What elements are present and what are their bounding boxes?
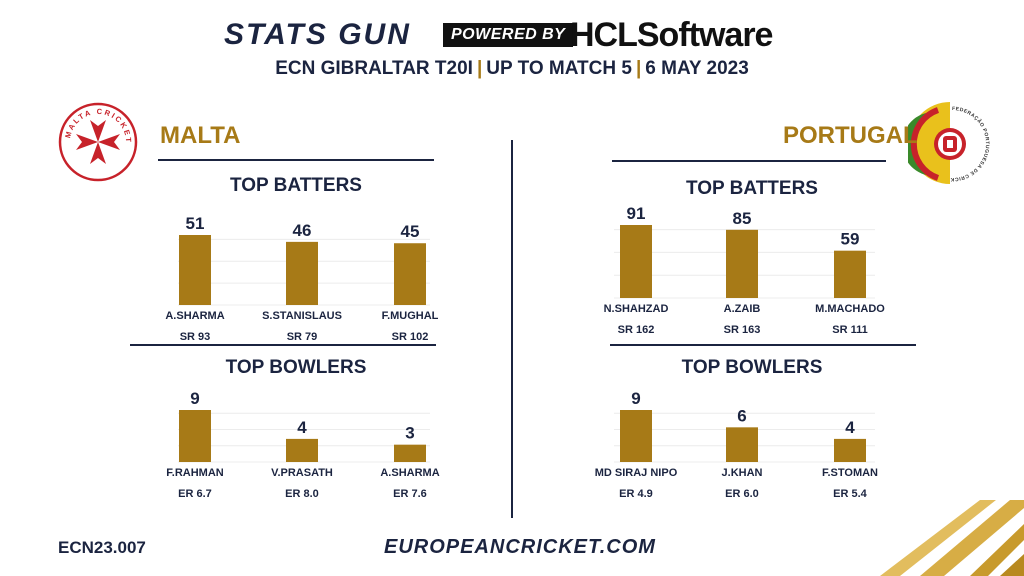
- player-name-label: V.PRASATH: [271, 467, 333, 479]
- player-stat-label: SR 162: [618, 324, 655, 336]
- subtitle-separator: |: [635, 58, 642, 79]
- bar: [620, 410, 652, 462]
- player-name-label: J.KHAN: [722, 467, 763, 479]
- bar-value-label: 4: [845, 418, 855, 437]
- player-stat-label: ER 5.4: [833, 488, 868, 500]
- divider-line: [130, 344, 436, 346]
- bar-value-label: 3: [405, 424, 414, 443]
- player-name-label: A.SHARMA: [165, 310, 224, 322]
- footer-code: ECN23.007: [58, 538, 146, 557]
- player-name-label: N.SHAHZAD: [604, 303, 669, 315]
- brand-header: STATS GUN POWERED BY HCLSoftware: [0, 16, 1024, 56]
- bar: [726, 427, 758, 462]
- section-title-portugal-batters: TOP BATTERS: [686, 178, 818, 199]
- player-stat-label: ER 7.6: [393, 488, 427, 500]
- player-name-label: A.SHARMA: [380, 467, 439, 479]
- bar-value-label: 59: [841, 230, 860, 249]
- bar-value-label: 91: [627, 205, 646, 223]
- section-title-malta-bowlers: TOP BOWLERS: [225, 357, 367, 378]
- player-stat-label: SR 102: [392, 331, 429, 343]
- player-stat-label: ER 4.9: [619, 488, 653, 500]
- decorative-stripes: [880, 500, 1024, 576]
- malta-logo: MALTA CRICKET: [58, 102, 138, 182]
- divider-line: [612, 160, 886, 162]
- bar-value-label: 9: [190, 389, 199, 408]
- player-name-label: S.STANISLAUS: [262, 310, 342, 322]
- bar-value-label: 46: [293, 221, 312, 240]
- subtitle-stage: UP TO MATCH 5: [486, 58, 632, 79]
- subtitle-tournament: ECN GIBRALTAR T20I: [275, 58, 473, 79]
- section-title-portugal-bowlers: TOP BOWLERS: [681, 357, 823, 378]
- player-name-label: F.MUGHAL: [382, 310, 439, 322]
- bar: [834, 250, 866, 298]
- bar: [620, 225, 652, 298]
- bar: [179, 235, 211, 305]
- subtitle-date: 6 MAY 2023: [645, 58, 749, 79]
- subtitle: ECN GIBRALTAR T20I | UP TO MATCH 5 | 6 MAY 2…: [0, 58, 1024, 80]
- chart-malta-bowlers: 9 F.RAHMAN ER 6.7 4 V.PRASATH ER 8.0 3 A.SHARMA…: [166, 389, 439, 500]
- subtitle-separator: |: [476, 58, 483, 79]
- footer-url: EUROPEANCRICKET.COM: [384, 536, 656, 558]
- portugal-logo: FEDERAÇÃO PORTUGUESA DE CRICKET: [908, 98, 991, 184]
- player-stat-label: SR 111: [832, 324, 867, 336]
- bar: [179, 410, 211, 462]
- player-stat-label: ER 6.0: [725, 488, 759, 500]
- player-name-label: F.RAHMAN: [166, 467, 223, 479]
- team-name-malta: MALTA: [160, 122, 241, 149]
- player-stat-label: SR 79: [287, 331, 318, 343]
- bar: [286, 438, 318, 462]
- powered-by-badge: POWERED BY: [443, 23, 574, 47]
- bar: [726, 229, 758, 298]
- chart-malta-batters: 51 A.SHARMA SR 93 46 S.STANISLAUS SR 79 45 F.MU…: [165, 214, 439, 343]
- sponsor-logo: HCLSoftware: [570, 16, 773, 54]
- bar: [286, 241, 318, 305]
- bar: [394, 243, 426, 305]
- player-stat-label: ER 8.0: [285, 488, 319, 500]
- divider-line: [158, 159, 434, 161]
- bar-value-label: 85: [733, 209, 752, 228]
- team-name-portugal: PORTUGAL: [783, 122, 918, 149]
- divider-line: [610, 344, 916, 346]
- player-name-label: M.MACHADO: [815, 303, 885, 315]
- maltese-cross-icon: [76, 120, 120, 164]
- player-stat-label: SR 93: [180, 331, 211, 343]
- bar: [834, 438, 866, 462]
- player-stat-label: ER 6.7: [178, 488, 212, 500]
- brand-title: STATS GUN: [224, 18, 411, 51]
- bar-value-label: 4: [297, 418, 307, 437]
- bar-value-label: 9: [631, 389, 640, 408]
- bar-value-label: 51: [186, 214, 205, 233]
- player-name-label: F.STOMAN: [822, 467, 878, 479]
- bar: [394, 444, 426, 462]
- player-name-label: A.ZAIB: [724, 303, 761, 315]
- bar-value-label: 45: [401, 222, 420, 241]
- chart-portugal-bowlers: 9 MD SIRAJ NIPO ER 4.9 6 J.KHAN ER 6.0 4 F.STOM…: [595, 389, 878, 500]
- player-name-label: MD SIRAJ NIPO: [595, 467, 678, 479]
- player-stat-label: SR 163: [724, 324, 761, 336]
- center-divider: [511, 140, 513, 518]
- bar-value-label: 6: [737, 406, 746, 425]
- section-title-malta-batters: TOP BATTERS: [230, 175, 362, 196]
- chart-portugal-batters: 91 N.SHAHZAD SR 162 85 A.ZAIB SR 163 59 M.MACHA…: [604, 205, 886, 336]
